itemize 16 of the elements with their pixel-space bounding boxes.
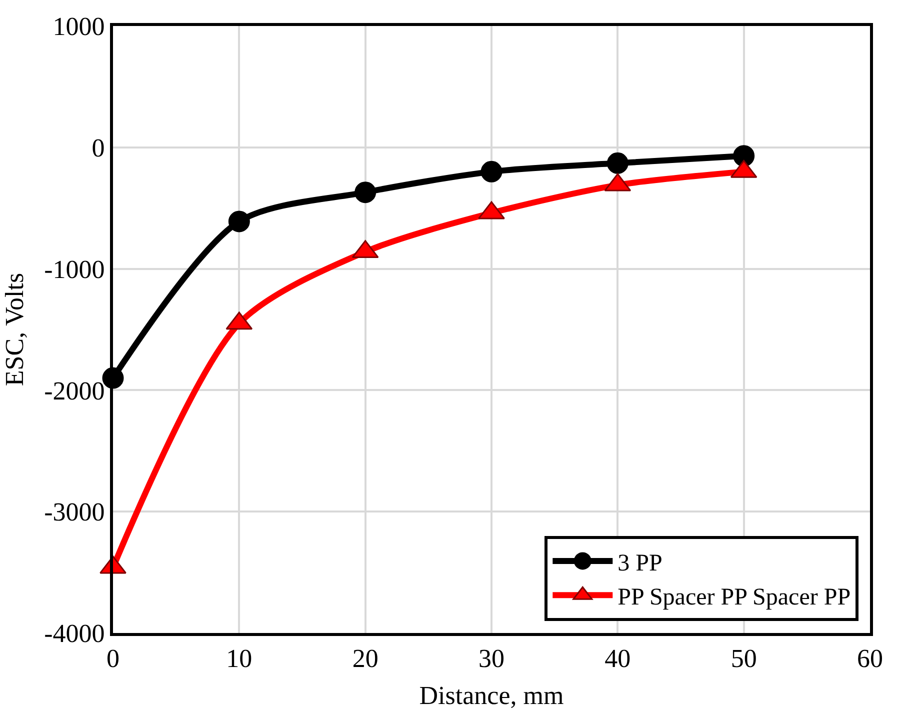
x-tick-label: 30 (478, 644, 504, 674)
legend-label: PP Spacer PP Spacer PP (618, 584, 851, 611)
y-tick-label: 1000 (52, 12, 105, 42)
x-tick-label: 20 (352, 644, 378, 674)
y-tick-label: -2000 (44, 376, 105, 406)
y-axis-title: ESC, Volts (0, 272, 29, 386)
x-tick-label: 50 (730, 644, 757, 674)
y-tick-label: -4000 (44, 619, 105, 648)
y-tick-label: -1000 (44, 254, 105, 284)
x-tick-label: 40 (604, 644, 631, 674)
x-tick-label: 10 (226, 644, 252, 674)
y-tick-label: -3000 (44, 498, 105, 527)
x-tick-label: 60 (857, 644, 883, 674)
legend-label: 3 PP (618, 550, 662, 576)
y-tick-label: 0 (92, 134, 105, 162)
x-axis-title: Distance, mm (419, 680, 564, 710)
